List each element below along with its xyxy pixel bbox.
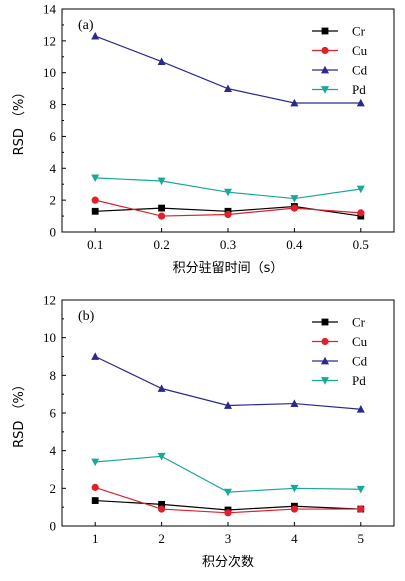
x-tick-label: 3 [225, 531, 232, 546]
series-cu [91, 483, 365, 517]
data-point [91, 207, 99, 215]
data-point [158, 204, 165, 212]
legend-marker [321, 86, 329, 94]
legend: Cr Cu Cd Pd [312, 315, 368, 388]
data-point [357, 505, 365, 513]
legend-marker [321, 377, 329, 385]
y-axis-title: RSD （%） [12, 378, 27, 448]
panel-label: (a) [78, 18, 94, 33]
data-point [91, 196, 99, 204]
legend: Cr Cu Cd Pd [312, 24, 368, 97]
data-point [224, 210, 232, 219]
data-point [290, 505, 298, 513]
data-point [224, 84, 232, 93]
x-tick-label: 0.5 [353, 237, 369, 252]
legend-marker [321, 46, 329, 55]
series-pd [91, 174, 365, 203]
y-tick-label: 4 [50, 161, 57, 176]
data-point [357, 209, 365, 217]
series-pd [91, 452, 365, 497]
data-point [290, 204, 298, 212]
data-point [224, 509, 232, 517]
x-tick-label: 1 [92, 531, 99, 546]
data-point [224, 188, 232, 197]
x-tick-label: 5 [358, 531, 365, 546]
series-line [95, 455, 361, 493]
data-point [290, 98, 299, 107]
y-tick-label: 0 [50, 519, 57, 534]
y-tick-label: 8 [50, 368, 57, 383]
legend-entry-cu: Cu [352, 43, 368, 58]
y-tick-label: 2 [50, 481, 57, 496]
data-point [158, 505, 166, 513]
legend-entry-cu: Cu [352, 334, 368, 349]
y-tick-label: 0 [50, 225, 57, 240]
legend-marker [321, 337, 329, 346]
data-point [290, 484, 299, 493]
legend-entry-cr: Cr [352, 315, 366, 330]
legend-marker [321, 356, 329, 365]
data-point [91, 497, 99, 504]
y-tick-label: 6 [50, 406, 57, 421]
x-tick-label: 0.1 [87, 237, 103, 252]
y-tick-label: 4 [50, 443, 57, 458]
data-point [158, 500, 165, 508]
y-tick-label: 6 [50, 129, 57, 144]
data-point [157, 384, 166, 392]
data-point [356, 485, 365, 494]
data-point [157, 177, 166, 186]
data-point [356, 98, 365, 107]
legend-entry-pd: Pd [352, 82, 366, 97]
x-tick-label: 4 [291, 531, 298, 546]
data-point [356, 405, 365, 413]
data-point [290, 195, 299, 203]
chart-panel-1: 0 2 4 6 8 10 12 14 0.1 0.2 0.3 0.4 0.5 积分驻留时间（s） RSD （… [12, 2, 395, 276]
y-tick-label: 12 [43, 33, 56, 48]
series-cd [91, 352, 365, 413]
y-tick-label: 2 [50, 193, 57, 208]
x-tick-label: 0.2 [153, 237, 169, 252]
y-tick-label: 12 [43, 293, 56, 308]
data-point [224, 488, 232, 497]
data-point [91, 483, 99, 491]
x-axis-title: 积分驻留时间（s） [173, 261, 284, 276]
data-point [91, 458, 100, 467]
data-point [91, 31, 100, 40]
data-point [290, 399, 299, 407]
data-point [356, 185, 365, 194]
x-tick-label: 2 [158, 531, 165, 546]
data-point [91, 352, 100, 360]
data-point [224, 401, 232, 409]
legend-entry-cd: Cd [352, 63, 368, 78]
legend-marker [321, 65, 329, 74]
x-tick-label: 0.3 [220, 237, 236, 252]
y-axis-title: RSD （%） [12, 86, 27, 156]
series-cu [91, 196, 365, 220]
data-point [157, 452, 166, 461]
y-tick-label: 10 [43, 65, 56, 80]
y-tick-label: 8 [50, 97, 57, 112]
data-point [158, 212, 166, 220]
legend-entry-cr: Cr [352, 24, 366, 39]
x-tick-label: 0.4 [286, 237, 303, 252]
panel-label: (b) [78, 309, 95, 324]
data-point [91, 174, 100, 183]
data-point [157, 57, 166, 65]
legend-entry-pd: Pd [352, 373, 366, 388]
y-tick-label: 10 [43, 330, 56, 345]
legend-entry-cd: Cd [352, 354, 368, 369]
x-axis-title: 积分次数 [202, 554, 254, 570]
y-tick-label: 14 [43, 2, 57, 17]
legend-marker [321, 27, 329, 35]
series-cd [91, 31, 365, 107]
legend-marker [321, 318, 329, 326]
